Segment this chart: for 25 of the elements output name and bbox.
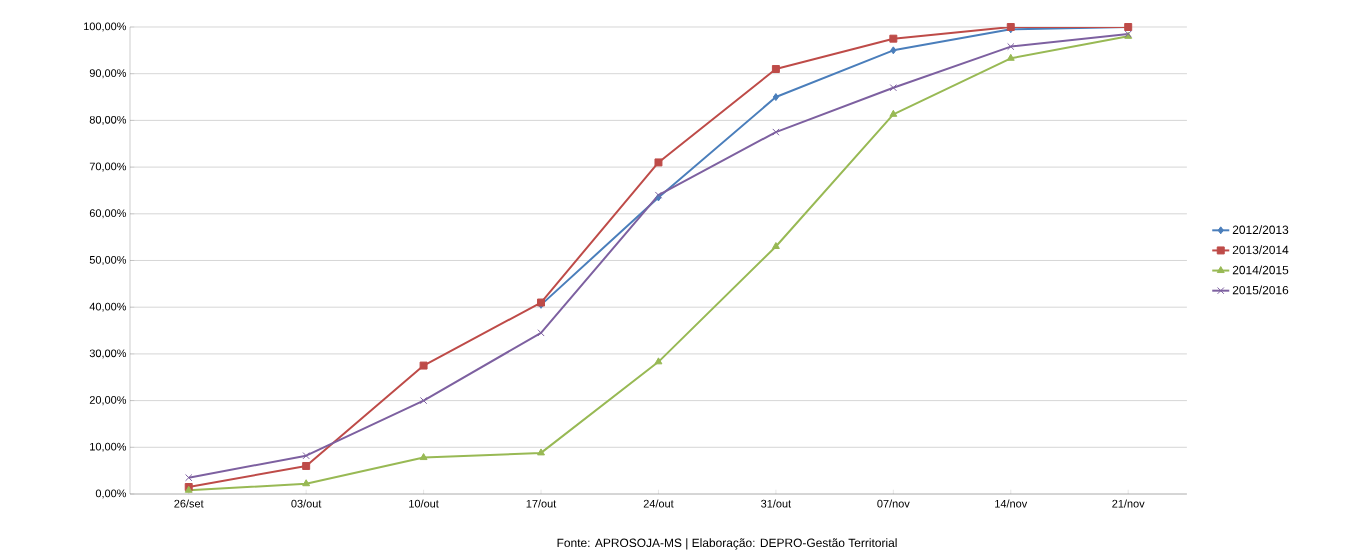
x-tick-label: 03/out	[291, 499, 322, 508]
y-tick-label: 30,00%	[89, 349, 127, 359]
x-tick-label: 31/out	[761, 499, 792, 508]
y-tick-label: 50,00%	[89, 255, 127, 266]
x-tick-label: 14/nov	[995, 499, 1028, 508]
y-tick-label: 70,00%	[89, 162, 127, 172]
x-tick-label: 24/out	[643, 499, 674, 508]
y-tick-label: 0,00%	[95, 489, 127, 499]
x-tick-label: 07/nov	[877, 499, 910, 508]
y-tick-label: 10,00%	[90, 442, 127, 452]
y-tick-label: 90,00%	[89, 69, 127, 79]
legend-label: 2012/2013	[1232, 225, 1289, 235]
legend-label: 2015/2016	[1232, 285, 1289, 295]
x-tick-label: 26/set	[174, 499, 204, 508]
x-tick-label: 21/nov	[1112, 499, 1145, 508]
legend-label: 2014/2015	[1232, 265, 1289, 275]
source-note: Fonte: APROSOJA-MS | Elaboração: DEPRO-Gestão Territorial	[557, 538, 897, 550]
y-tick-label: 20,00%	[89, 396, 127, 406]
legend-label: 2013/2014	[1232, 245, 1289, 255]
y-tick-label: 60,00%	[89, 209, 127, 219]
y-tick-label: 80,00%	[89, 115, 127, 125]
y-tick-label: 40,00%	[89, 302, 127, 312]
y-tick-label: 100,00%	[84, 22, 127, 32]
x-tick-label: 10/out	[409, 499, 439, 508]
x-tick-label: 17/out	[526, 499, 557, 508]
